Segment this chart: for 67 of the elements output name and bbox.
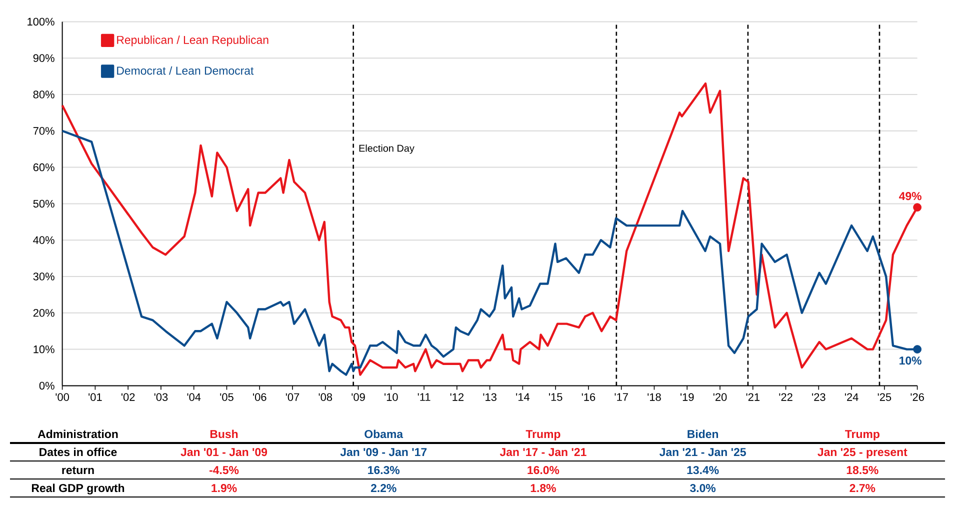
y-tick-label: 80% [33,90,54,98]
text: 1.8% [530,484,556,492]
y-tick-label: 100% [28,18,54,26]
x-tick-label: '05 [220,393,234,401]
x-tick-label: '16 [582,393,596,401]
x-tick-label: '19 [680,393,694,401]
text: 18.5% [846,466,878,474]
text: Real GDP growth [32,484,124,494]
x-tick-label: '20 [713,393,727,401]
text: return [62,466,94,474]
x-tick-label: '08 [318,393,332,401]
x-tick-label: '26 [910,393,924,401]
text: 2.2% [370,484,396,492]
text: Jan '17 - Jan '21 [500,448,586,456]
y-tick-label: 0% [39,382,54,390]
legend-label: Democrat / Lean Democrat [117,66,254,75]
x-tick-label: '18 [648,393,661,401]
x-tick-label: '09 [352,393,365,401]
x-tick-label: '00 [56,393,70,401]
y-tick-label: 50% [33,200,54,208]
y-tick-label: 10% [34,345,54,354]
y-tick-label: 20% [33,309,54,317]
x-tick-label: '04 [187,393,201,401]
x-tick-label: '11 [418,393,430,401]
y-tick-label: 40% [33,236,54,244]
x-tick-label: '14 [516,393,530,401]
x-tick-label: '13 [483,393,496,401]
text: Administration [38,430,118,438]
x-tick-label: '03 [154,393,168,401]
x-tick-label: '15 [548,393,562,401]
text: Biden [688,430,718,438]
text: 1.9% [212,484,237,492]
x-tick-label: '02 [121,393,135,401]
text: Trump [526,430,560,440]
x-tick-label: '21 [746,393,760,401]
text: 13.4% [687,466,719,474]
x-tick-label: '24 [844,393,858,401]
text: Obama [364,430,404,438]
x-tick-label: '01 [88,393,102,401]
x-tick-label: '23 [812,393,826,401]
x-tick-label: '25 [878,393,892,401]
data-label: 10% [900,356,922,365]
x-tick-label: '06 [253,393,266,401]
x-tick-label: '22 [779,393,792,401]
text: 2.7% [850,484,876,492]
text: Bush [210,430,238,438]
x-tick-label: '17 [614,393,628,401]
x-tick-label: '12 [450,393,464,401]
data-label: 49% [899,192,922,200]
text: 3.0% [690,484,716,492]
text: Jan '01 - Jan '09 [180,448,268,456]
text: Jan '09 - Jan '17 [340,448,427,456]
y-tick-label: 70% [33,127,54,135]
y-tick-label: 90% [33,54,54,62]
y-tick-label: 60% [33,163,54,172]
text: 16.3% [368,466,400,474]
y-tick-label: 30% [33,272,54,280]
text: Dates in office [40,448,117,456]
x-tick-label: '10 [384,393,398,401]
text: Trump [845,430,880,440]
ref-line-label: Election Day [359,144,414,154]
text: -4.5% [209,466,239,474]
text: Jan '21 - Jan '25 [659,448,746,456]
text: Jan '25 - present [818,448,908,458]
x-tick-label: '07 [286,393,300,401]
legend-label: Republican / Lean Republican [117,36,268,46]
text: 16.0% [528,466,560,474]
